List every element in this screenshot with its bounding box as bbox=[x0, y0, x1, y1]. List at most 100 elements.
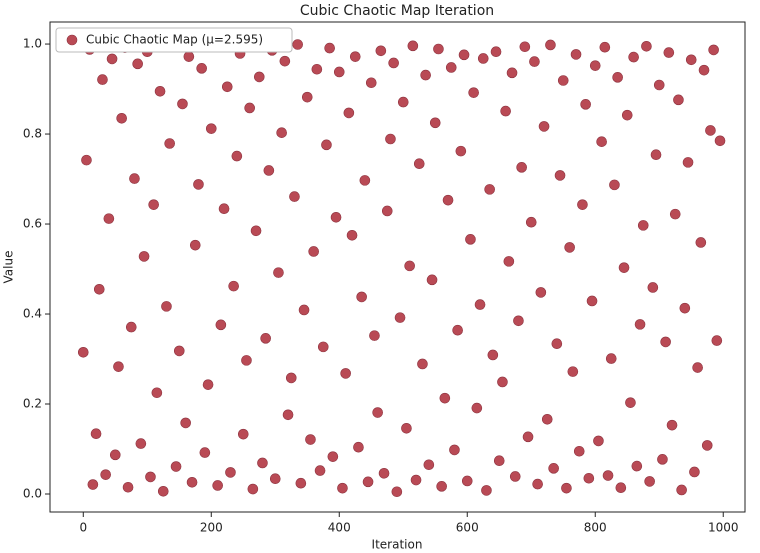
y-tick-label: 0.0 bbox=[23, 487, 42, 501]
point bbox=[314, 465, 326, 476]
point bbox=[570, 49, 582, 60]
point bbox=[634, 319, 646, 330]
point bbox=[125, 321, 137, 333]
x-tick-label: 1000 bbox=[708, 521, 739, 535]
point bbox=[263, 165, 275, 176]
point bbox=[548, 463, 559, 474]
point bbox=[295, 477, 307, 489]
point bbox=[669, 208, 681, 220]
point bbox=[154, 85, 166, 97]
point bbox=[484, 184, 495, 195]
point bbox=[452, 324, 463, 336]
point bbox=[468, 87, 479, 98]
point bbox=[122, 481, 134, 493]
point bbox=[205, 123, 217, 134]
point bbox=[349, 51, 361, 62]
point bbox=[244, 102, 255, 114]
point bbox=[545, 39, 556, 51]
point bbox=[602, 470, 614, 481]
point bbox=[471, 402, 483, 414]
point bbox=[596, 136, 607, 147]
y-tick-label: 1.0 bbox=[23, 37, 42, 51]
point bbox=[497, 376, 508, 388]
point bbox=[551, 338, 563, 350]
point bbox=[202, 379, 214, 390]
point bbox=[385, 133, 396, 145]
point bbox=[394, 312, 406, 323]
point bbox=[305, 434, 316, 445]
point bbox=[407, 40, 419, 52]
point bbox=[292, 39, 303, 50]
point bbox=[682, 157, 694, 168]
legend-label: Cubic Chaotic Map (μ=2.595) bbox=[86, 33, 263, 47]
point bbox=[116, 112, 127, 124]
y-tick-label: 0.2 bbox=[23, 397, 42, 411]
point bbox=[474, 299, 486, 310]
point bbox=[340, 368, 351, 379]
point bbox=[666, 419, 678, 431]
point bbox=[647, 282, 659, 293]
point bbox=[298, 304, 310, 316]
point bbox=[145, 471, 156, 483]
y-tick-label: 0.6 bbox=[23, 217, 42, 231]
point bbox=[151, 387, 163, 399]
point bbox=[420, 69, 431, 81]
point bbox=[500, 105, 511, 117]
point bbox=[641, 40, 652, 52]
point bbox=[164, 138, 175, 149]
point bbox=[529, 56, 540, 67]
y-tick-label: 0.4 bbox=[23, 307, 42, 321]
point bbox=[433, 43, 444, 55]
point bbox=[180, 417, 191, 429]
point bbox=[653, 79, 665, 91]
point bbox=[695, 237, 707, 248]
point bbox=[173, 345, 185, 357]
x-tick-label: 600 bbox=[456, 521, 479, 535]
point bbox=[615, 482, 627, 494]
point bbox=[509, 471, 521, 482]
point bbox=[493, 455, 505, 467]
point bbox=[557, 75, 569, 86]
point bbox=[621, 109, 633, 121]
point bbox=[481, 485, 492, 496]
point bbox=[177, 98, 188, 110]
point bbox=[321, 139, 332, 151]
point bbox=[465, 234, 476, 245]
legend-marker bbox=[66, 34, 78, 46]
point bbox=[442, 194, 454, 206]
point bbox=[650, 149, 662, 161]
point bbox=[625, 397, 636, 408]
point bbox=[186, 477, 198, 488]
point bbox=[346, 229, 358, 241]
x-tick-label: 0 bbox=[79, 521, 87, 535]
point bbox=[362, 476, 374, 488]
point bbox=[241, 355, 252, 366]
point bbox=[410, 474, 422, 486]
point bbox=[692, 362, 703, 373]
point bbox=[593, 435, 604, 447]
point bbox=[359, 175, 371, 186]
point bbox=[301, 91, 313, 103]
point bbox=[260, 333, 271, 344]
point bbox=[490, 46, 502, 57]
point bbox=[532, 478, 543, 490]
point bbox=[106, 53, 118, 65]
point bbox=[253, 71, 265, 83]
point bbox=[199, 447, 211, 458]
point bbox=[589, 60, 601, 71]
point bbox=[561, 482, 572, 494]
point bbox=[100, 469, 111, 480]
point bbox=[676, 484, 687, 496]
point bbox=[506, 67, 518, 79]
point bbox=[573, 445, 585, 457]
point bbox=[372, 407, 383, 418]
point bbox=[365, 77, 377, 89]
point bbox=[218, 203, 230, 215]
point bbox=[564, 242, 575, 253]
point bbox=[455, 145, 467, 157]
point bbox=[87, 479, 99, 490]
point bbox=[170, 461, 182, 472]
point bbox=[228, 280, 239, 292]
point bbox=[605, 353, 617, 364]
point bbox=[388, 57, 399, 69]
